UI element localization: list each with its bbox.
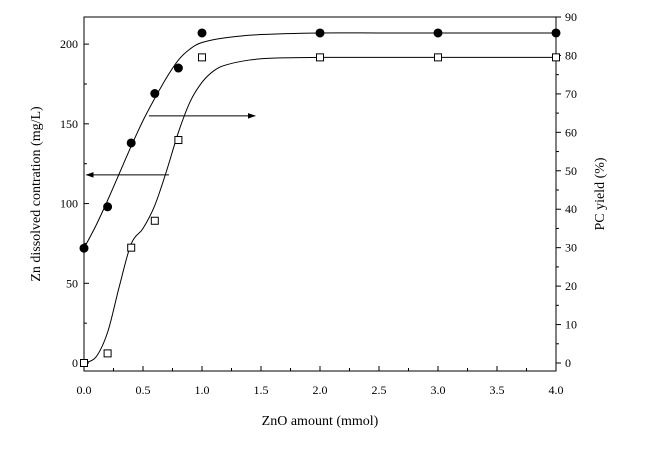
fit-curve-left bbox=[83, 32, 557, 249]
data-point-circle bbox=[551, 28, 561, 38]
y-right-tick-label: 90 bbox=[565, 10, 577, 24]
data-point-circle bbox=[150, 89, 160, 99]
data-points bbox=[79, 28, 561, 368]
x-tick-label: 2.0 bbox=[313, 383, 328, 397]
x-tick-label: 3.5 bbox=[490, 383, 505, 397]
y-left-tick-label: 200 bbox=[60, 37, 78, 51]
data-point-square bbox=[552, 53, 560, 62]
x-tick-label: 3.0 bbox=[431, 383, 446, 397]
y-right-tick-label: 40 bbox=[565, 202, 577, 216]
y-right-tick-label: 80 bbox=[565, 48, 577, 62]
data-point-circle bbox=[197, 28, 207, 38]
data-point-square bbox=[174, 136, 183, 145]
y-left-axis-title: Zn dissolved contration (mg/L) bbox=[29, 106, 44, 282]
y-left-tick-label: 150 bbox=[60, 117, 78, 131]
y-right-tick-label: 0 bbox=[565, 356, 571, 370]
series-arrows bbox=[85, 113, 256, 178]
x-tick-label: 1.5 bbox=[254, 383, 269, 397]
y-left-tick-label: 50 bbox=[66, 276, 78, 290]
data-point-square bbox=[80, 359, 88, 368]
x-tick-label: 1.0 bbox=[195, 383, 210, 397]
x-tick-label: 0.5 bbox=[136, 383, 151, 397]
data-point-square bbox=[150, 216, 159, 225]
y-right-tick-label: 20 bbox=[565, 279, 577, 293]
data-point-square bbox=[103, 349, 112, 358]
data-point-square bbox=[127, 243, 136, 252]
ticks: 0.0 0.5 1.0 1.5 2.0 2.5 3.0 3.5 4.00501001502000… bbox=[60, 10, 577, 397]
fit-curves bbox=[83, 32, 557, 364]
y-right-tick-label: 60 bbox=[565, 125, 577, 139]
data-point-circle bbox=[315, 28, 325, 38]
plot-frame bbox=[83, 16, 557, 372]
data-point-circle bbox=[79, 243, 89, 253]
data-point-square bbox=[316, 53, 324, 62]
y-left-tick-label: 0 bbox=[72, 356, 78, 370]
y-right-tick-label: 30 bbox=[565, 241, 577, 255]
data-point-circle bbox=[173, 63, 183, 73]
data-point-circle bbox=[126, 138, 136, 148]
y-right-tick-label: 10 bbox=[565, 318, 577, 332]
y-right-axis-title: PC yield (%) bbox=[593, 157, 608, 230]
x-tick-label: 4.0 bbox=[549, 383, 564, 397]
x-tick-label: 0.0 bbox=[77, 383, 92, 397]
y-left-tick-label: 100 bbox=[60, 197, 78, 211]
y-right-tick-label: 70 bbox=[565, 87, 577, 101]
y-right-tick-label: 50 bbox=[565, 164, 577, 178]
data-point-square bbox=[434, 53, 442, 62]
x-axis-title: ZnO amount (mmol) bbox=[262, 414, 379, 429]
data-point-circle bbox=[433, 28, 443, 38]
fit-curve-right bbox=[83, 56, 556, 364]
x-tick-label: 2.5 bbox=[372, 383, 387, 397]
data-point-square bbox=[198, 53, 206, 62]
data-point-circle bbox=[103, 202, 113, 212]
